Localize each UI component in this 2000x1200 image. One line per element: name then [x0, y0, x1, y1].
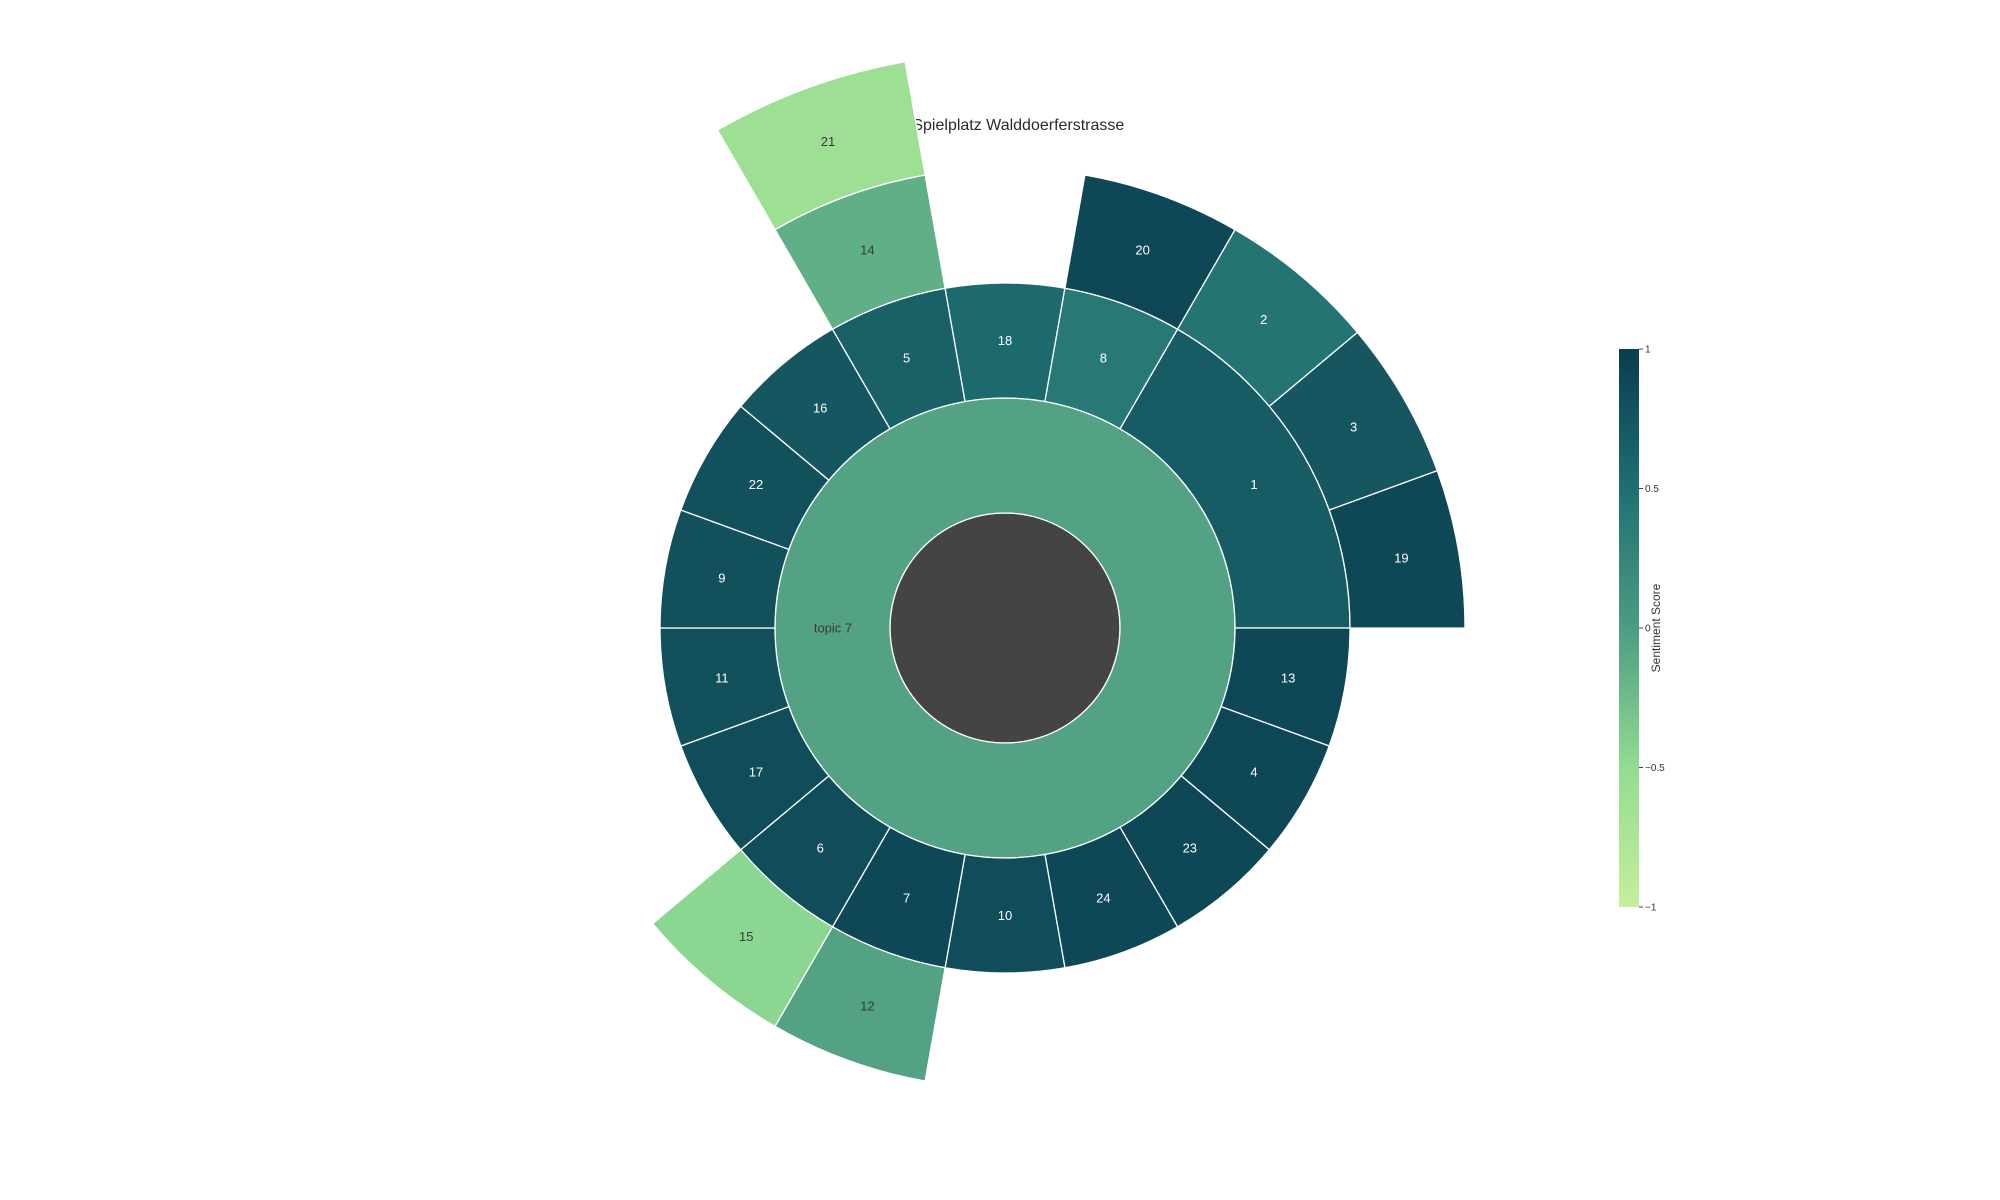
sector-label-13: 13 — [1281, 670, 1295, 685]
sector-label-1: 1 — [1250, 477, 1257, 492]
sector-label-7: 7 — [903, 891, 910, 906]
sector-label-11: 11 — [715, 670, 729, 685]
sector-17 — [679, 705, 830, 851]
sector-label-6: 6 — [817, 841, 824, 856]
sector-label-15: 15 — [739, 929, 753, 944]
center-circle — [889, 512, 1121, 744]
sector-label-20: 20 — [1135, 242, 1149, 257]
sector-label-10: 10 — [998, 908, 1012, 923]
sector-24 — [1044, 826, 1179, 969]
sector-16 — [739, 328, 891, 482]
sector-13 — [1220, 627, 1351, 747]
sector-15 — [651, 848, 834, 1028]
sector-label-9: 9 — [718, 571, 725, 586]
topic-label: topic 7 — [814, 621, 852, 636]
sector-label-8: 8 — [1100, 350, 1107, 365]
sector-label-4: 4 — [1250, 764, 1257, 779]
sector-11 — [659, 627, 790, 747]
sector-20 — [1064, 174, 1236, 331]
colorbar-tick-label: 0.5 — [1645, 484, 1659, 495]
sector-21 — [716, 60, 926, 231]
colorbar-tick-label: 0 — [1645, 624, 1651, 635]
colorbar-tick-label: −1 — [1645, 903, 1657, 914]
sector-9 — [659, 509, 790, 629]
chart-title: 53. Spielplatz Walddoerferstrasse — [886, 117, 1125, 134]
colorbar-tick-label: −0.5 — [1645, 763, 1665, 774]
sector-label-16: 16 — [813, 400, 827, 415]
sector-label-17: 17 — [749, 764, 763, 779]
sector-label-5: 5 — [903, 350, 910, 365]
colorbar-ticks: 1 0.5 0 −0.5 −1 — [1639, 345, 1665, 914]
sector-10 — [944, 853, 1066, 974]
sector-22 — [679, 405, 830, 551]
colorbar-tick-label: 1 — [1645, 345, 1651, 356]
colorbar-gradient — [1619, 349, 1639, 907]
sector-label-14: 14 — [860, 242, 874, 257]
sector-label-21: 21 — [821, 134, 835, 149]
sunburst-rings: topic 7119321342324107126151711922165142… — [651, 60, 1466, 1082]
sector-label-19: 19 — [1394, 551, 1408, 566]
sector-label-12: 12 — [860, 999, 874, 1014]
sector-23 — [1119, 774, 1271, 928]
sector-label-18: 18 — [998, 333, 1012, 348]
sector-label-24: 24 — [1096, 891, 1110, 906]
colorbar: 1 0.5 0 −0.5 −1 Sentiment Score — [1619, 345, 1665, 914]
sector-4 — [1180, 705, 1331, 851]
colorbar-title: Sentiment Score — [1649, 583, 1663, 672]
sector-label-2: 2 — [1260, 312, 1267, 327]
sector-label-3: 3 — [1350, 419, 1357, 434]
sector-label-22: 22 — [749, 477, 763, 492]
sector-label-23: 23 — [1183, 841, 1197, 856]
sector-18 — [944, 282, 1066, 403]
sector-12 — [774, 925, 946, 1082]
